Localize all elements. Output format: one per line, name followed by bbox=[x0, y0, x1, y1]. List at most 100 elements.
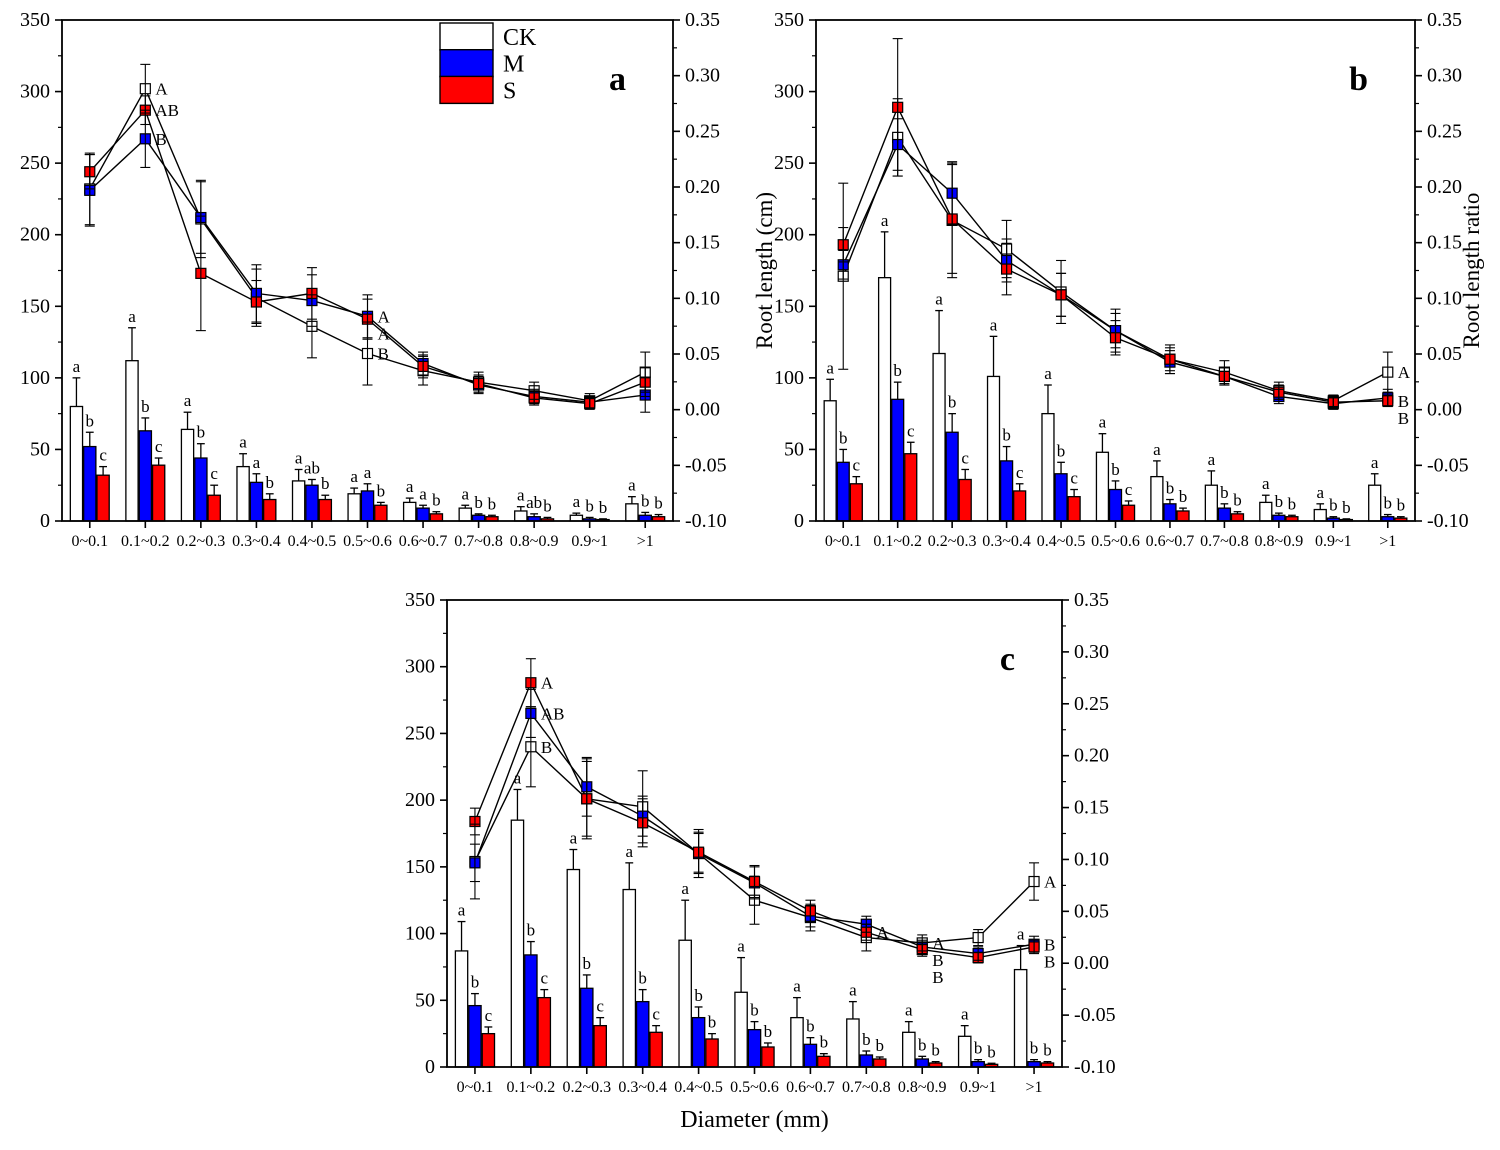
svg-text:0.10: 0.10 bbox=[1427, 287, 1462, 309]
svg-text:b: b bbox=[1030, 1039, 1039, 1058]
svg-text:b: b bbox=[1397, 496, 1406, 515]
svg-text:b: b bbox=[1384, 494, 1393, 513]
svg-text:a: a bbox=[737, 937, 745, 956]
svg-text:0.2~0.3: 0.2~0.3 bbox=[562, 1079, 611, 1096]
svg-text:200: 200 bbox=[20, 224, 50, 246]
svg-text:0.1~0.2: 0.1~0.2 bbox=[121, 533, 170, 550]
svg-text:b: b bbox=[583, 954, 592, 973]
svg-text:b: b bbox=[474, 493, 483, 512]
svg-text:0~0.1: 0~0.1 bbox=[825, 533, 862, 550]
svg-text:b: b bbox=[931, 1041, 940, 1060]
svg-text:0.7~0.8: 0.7~0.8 bbox=[1200, 533, 1249, 550]
svg-text:b: b bbox=[321, 474, 330, 493]
svg-text:Diameter (mm): Diameter (mm) bbox=[680, 1107, 829, 1133]
svg-text:AB: AB bbox=[541, 704, 565, 723]
svg-text:a: a bbox=[905, 1001, 913, 1020]
svg-text:A: A bbox=[876, 923, 889, 942]
svg-text:b: b bbox=[893, 361, 902, 380]
svg-text:a: a bbox=[935, 290, 943, 309]
svg-text:c: c bbox=[961, 448, 969, 467]
svg-text:B: B bbox=[155, 130, 166, 149]
svg-text:0.8~0.9: 0.8~0.9 bbox=[510, 533, 559, 550]
svg-text:b: b bbox=[839, 428, 848, 447]
svg-text:b: b bbox=[488, 494, 497, 513]
svg-text:a: a bbox=[1316, 483, 1324, 502]
svg-text:a: a bbox=[1099, 413, 1107, 432]
svg-text:b: b bbox=[1349, 61, 1368, 98]
svg-text:b: b bbox=[1275, 492, 1284, 511]
svg-text:b: b bbox=[527, 921, 536, 940]
svg-text:a: a bbox=[1371, 453, 1379, 472]
svg-text:a: a bbox=[517, 486, 525, 505]
svg-text:b: b bbox=[585, 496, 594, 515]
svg-text:B: B bbox=[1044, 952, 1055, 971]
svg-text:a: a bbox=[881, 211, 889, 230]
svg-text:b: b bbox=[377, 481, 386, 500]
svg-text:a: a bbox=[1208, 450, 1216, 469]
svg-text:250: 250 bbox=[774, 152, 804, 174]
svg-text:c: c bbox=[99, 446, 107, 465]
svg-text:0.6~0.7: 0.6~0.7 bbox=[1146, 533, 1195, 550]
svg-text:250: 250 bbox=[405, 722, 435, 744]
svg-text:150: 150 bbox=[774, 295, 804, 317]
svg-text:0.6~0.7: 0.6~0.7 bbox=[786, 1079, 835, 1096]
svg-text:a: a bbox=[681, 879, 689, 898]
svg-text:0.3~0.4: 0.3~0.4 bbox=[618, 1079, 667, 1096]
svg-text:b: b bbox=[1342, 498, 1351, 517]
svg-text:b: b bbox=[599, 498, 608, 517]
svg-text:0.9~1: 0.9~1 bbox=[1315, 533, 1352, 550]
svg-text:b: b bbox=[694, 986, 703, 1005]
svg-text:>1: >1 bbox=[1026, 1079, 1043, 1096]
svg-text:b: b bbox=[1057, 441, 1066, 460]
svg-text:c: c bbox=[853, 456, 861, 475]
svg-text:0.8~0.9: 0.8~0.9 bbox=[898, 1079, 947, 1096]
svg-text:0.25: 0.25 bbox=[1427, 120, 1462, 142]
svg-text:b: b bbox=[1288, 494, 1297, 513]
svg-text:b: b bbox=[265, 473, 274, 492]
svg-text:0.10: 0.10 bbox=[685, 287, 720, 309]
svg-text:0.15: 0.15 bbox=[685, 232, 720, 254]
svg-text:300: 300 bbox=[20, 81, 50, 103]
svg-text:0~0.1: 0~0.1 bbox=[457, 1079, 494, 1096]
svg-text:200: 200 bbox=[405, 789, 435, 811]
svg-text:S: S bbox=[503, 78, 516, 104]
svg-text:b: b bbox=[86, 411, 95, 430]
svg-text:0.00: 0.00 bbox=[1427, 399, 1462, 421]
svg-text:c: c bbox=[596, 997, 604, 1016]
svg-text:0.30: 0.30 bbox=[685, 65, 720, 87]
svg-text:0.3~0.4: 0.3~0.4 bbox=[982, 533, 1031, 550]
svg-text:0.4~0.5: 0.4~0.5 bbox=[288, 533, 337, 550]
svg-text:CK: CK bbox=[503, 25, 537, 51]
svg-text:0.05: 0.05 bbox=[1074, 900, 1109, 922]
svg-text:a: a bbox=[1017, 925, 1025, 944]
svg-text:a: a bbox=[184, 391, 192, 410]
svg-text:0.30: 0.30 bbox=[1074, 641, 1109, 663]
svg-text:0.05: 0.05 bbox=[1427, 343, 1462, 365]
svg-text:b: b bbox=[654, 494, 663, 513]
svg-text:b: b bbox=[432, 491, 441, 510]
svg-text:b: b bbox=[1220, 483, 1229, 502]
svg-text:0.00: 0.00 bbox=[685, 399, 720, 421]
svg-text:0: 0 bbox=[425, 1056, 435, 1078]
svg-text:b: b bbox=[948, 393, 957, 412]
svg-text:100: 100 bbox=[405, 923, 435, 945]
svg-text:350: 350 bbox=[405, 589, 435, 611]
svg-text:b: b bbox=[1329, 496, 1338, 515]
svg-text:a: a bbox=[253, 453, 261, 472]
svg-text:0.9~1: 0.9~1 bbox=[571, 533, 608, 550]
svg-text:Root length (cm): Root length (cm) bbox=[752, 192, 777, 349]
svg-text:b: b bbox=[764, 1022, 773, 1041]
svg-text:a: a bbox=[461, 484, 469, 503]
svg-text:b: b bbox=[1166, 479, 1175, 498]
svg-text:c: c bbox=[652, 1005, 660, 1024]
svg-text:0.25: 0.25 bbox=[1074, 693, 1109, 715]
svg-text:a: a bbox=[826, 358, 834, 377]
svg-text:A: A bbox=[541, 674, 554, 693]
svg-text:0: 0 bbox=[794, 510, 804, 532]
svg-text:-0.05: -0.05 bbox=[1427, 454, 1469, 476]
svg-text:0.2~0.3: 0.2~0.3 bbox=[928, 533, 977, 550]
svg-text:a: a bbox=[350, 467, 358, 486]
svg-text:0.35: 0.35 bbox=[1427, 9, 1462, 31]
svg-text:0.00: 0.00 bbox=[1074, 952, 1109, 974]
svg-text:100: 100 bbox=[774, 367, 804, 389]
